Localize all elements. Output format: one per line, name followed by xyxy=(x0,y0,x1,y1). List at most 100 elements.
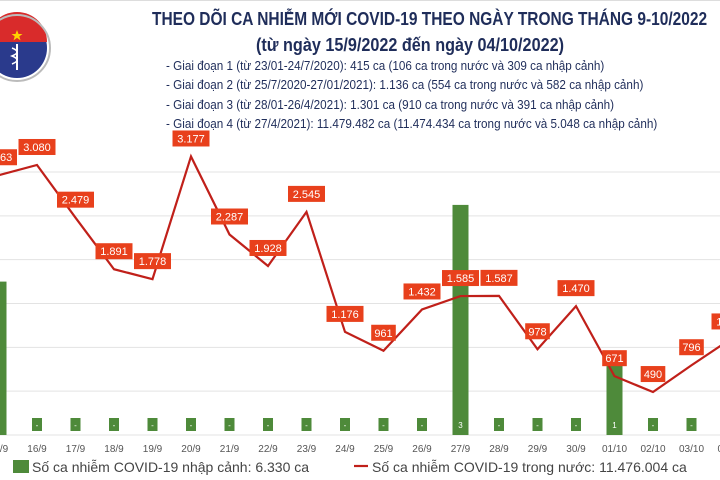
line-label-15/9: 2.963 xyxy=(0,152,12,164)
bar-label-23/9: - xyxy=(305,421,308,430)
bar-16/9 xyxy=(32,418,42,431)
line-label-02/10: 490 xyxy=(644,369,662,381)
line-label-box-17/9 xyxy=(57,191,94,208)
x-tick-label: 21/9 xyxy=(220,444,240,455)
bar-label-28/9: - xyxy=(498,421,501,430)
line-label-box-02/10 xyxy=(640,366,666,383)
x-tick-label: 15/9 xyxy=(0,444,9,455)
note-phase-1: - Giai đoạn 1 (từ 23/01-24/7/2020): 415 … xyxy=(166,58,605,73)
bar-20/9 xyxy=(186,418,196,431)
top-border xyxy=(0,0,720,1)
line-label-box-16/9 xyxy=(18,138,56,155)
line-label-box-15/9 xyxy=(0,149,17,166)
ministry-of-health-logo xyxy=(0,12,51,82)
bar-label-21/9: - xyxy=(228,421,231,430)
bar-03/10 xyxy=(686,418,697,431)
line-label-box-01/10 xyxy=(602,350,627,367)
line-label-box-18/9 xyxy=(95,243,133,260)
chart-title: THEO DÕI CA NHIỄM MỚI COVID-19 THEO NGÀY… xyxy=(152,9,708,29)
line-label-21/9: 2.287 xyxy=(216,212,244,224)
line-label-box-04/10 xyxy=(711,313,720,330)
legend-bar-label: Số ca nhiễm COVID-19 nhập cảnh: 6.330 ca xyxy=(32,459,309,475)
bar-18/9 xyxy=(109,418,119,431)
x-tick-label: 24/9 xyxy=(335,444,355,455)
line-label-box-27/9 xyxy=(442,270,479,287)
line-label-box-03/10 xyxy=(679,339,704,356)
bar-02/10 xyxy=(648,418,658,431)
bar-label-20/9: - xyxy=(190,421,193,430)
bar-24/9 xyxy=(340,418,350,431)
x-tick-label: 19/9 xyxy=(143,444,163,455)
line-label-17/9: 2.479 xyxy=(62,195,90,207)
bar-label-18/9: - xyxy=(113,421,116,430)
line-label-box-23/9 xyxy=(288,185,325,202)
x-tick-label: 02/10 xyxy=(640,444,665,455)
line-label-box-30/9 xyxy=(557,280,595,297)
bar-label-22/9: - xyxy=(267,421,270,430)
line-label-box-24/9 xyxy=(326,305,364,322)
bar-26/9 xyxy=(417,418,427,431)
x-tick-label: 04/10 xyxy=(717,444,720,455)
x-tick-label: 30/9 xyxy=(566,444,586,455)
bar-label-01/10: 1 xyxy=(612,421,617,430)
x-tick-label: 29/9 xyxy=(528,444,548,455)
bar-22/9 xyxy=(263,418,273,431)
line-label-03/10: 796 xyxy=(682,342,700,354)
legend-line-label: Số ca nhiễm COVID-19 trong nước: 11.476.… xyxy=(372,459,687,475)
x-tick-label: 16/9 xyxy=(27,444,47,455)
line-label-26/9: 1.432 xyxy=(408,286,436,298)
line-label-18/9: 1.891 xyxy=(100,246,128,258)
x-tick-label: 03/10 xyxy=(679,444,704,455)
line-label-25/9: 961 xyxy=(374,328,392,340)
bar-21/9 xyxy=(224,418,235,431)
bar-label-27/9: 3 xyxy=(458,421,463,430)
bar-28/9 xyxy=(494,418,504,431)
x-tick-label: 28/9 xyxy=(489,444,509,455)
line-label-20/9: 3.177 xyxy=(177,133,205,145)
line-label-04/10: 1.090 xyxy=(716,316,720,328)
bar-25/9 xyxy=(378,418,389,431)
line-label-box-19/9 xyxy=(134,253,171,270)
note-phase-4: - Giai đoạn 4 (từ 27/4/2021): 11.479.482… xyxy=(166,116,658,131)
bar-27/9 xyxy=(452,204,469,435)
line-label-box-22/9 xyxy=(249,239,287,256)
bar-29/9 xyxy=(532,418,543,431)
line-label-16/9: 3.080 xyxy=(23,142,51,154)
x-tick-label: 27/9 xyxy=(451,444,471,455)
x-tick-label: 22/9 xyxy=(258,444,278,455)
line-label-box-21/9 xyxy=(211,208,248,225)
line-label-29/9: 978 xyxy=(528,326,546,338)
x-tick-label: 26/9 xyxy=(412,444,432,455)
line-label-27/9: 1.585 xyxy=(447,273,475,285)
x-tick-label: 20/9 xyxy=(181,444,201,455)
x-tick-label: 01/10 xyxy=(602,444,627,455)
bar-label-24/9: - xyxy=(344,421,347,430)
bar-label-25/9: - xyxy=(382,421,385,430)
line-label-19/9: 1.778 xyxy=(139,256,167,268)
bar-label-30/9: - xyxy=(575,421,578,430)
bar-19/9 xyxy=(147,418,158,431)
legend-bar-swatch xyxy=(13,460,29,473)
bar-15/9 xyxy=(0,281,7,435)
bar-30/9 xyxy=(571,418,581,431)
bar-label-17/9: - xyxy=(74,421,77,430)
x-tick-label: 25/9 xyxy=(374,444,394,455)
bar-label-19/9: - xyxy=(151,421,154,430)
bar-label-29/9: - xyxy=(536,421,539,430)
line-label-box-20/9 xyxy=(172,130,210,147)
note-phase-3: - Giai đoạn 3 (từ 28/01-26/4/2021): 1.30… xyxy=(166,97,615,112)
line-label-01/10: 671 xyxy=(605,353,623,365)
x-tick-label: 17/9 xyxy=(66,444,86,455)
bar-label-26/9: - xyxy=(421,421,424,430)
line-label-box-26/9 xyxy=(403,283,441,300)
bar-label-03/10: - xyxy=(690,421,693,430)
line-label-23/9: 2.545 xyxy=(293,189,321,201)
line-label-22/9: 1.928 xyxy=(254,243,282,255)
note-phase-2: - Giai đoạn 2 (từ 25/7/2020-27/01/2021):… xyxy=(166,77,644,92)
bar-23/9 xyxy=(301,418,312,431)
line-label-30/9: 1.470 xyxy=(562,283,590,295)
bar-17/9 xyxy=(70,418,81,431)
bar-label-02/10: - xyxy=(652,421,655,430)
line-label-24/9: 1.176 xyxy=(331,309,359,321)
